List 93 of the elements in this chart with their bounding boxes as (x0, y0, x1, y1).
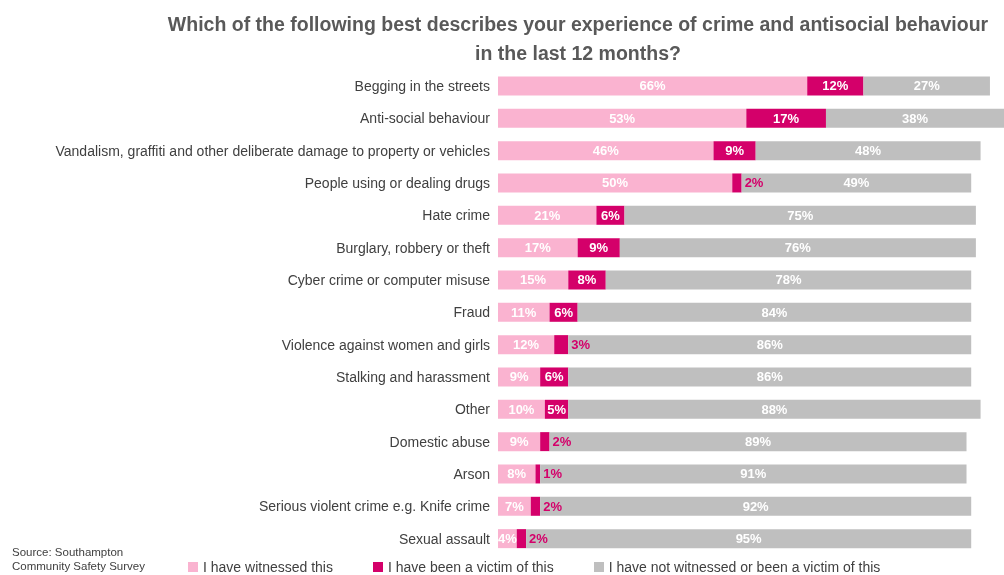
data-label: 2% (543, 498, 563, 514)
y-tick-label: Vandalism, graffiti and other deliberate damage to property or vehicles (55, 142, 490, 159)
data-label: 6% (554, 304, 574, 320)
data-label: 84% (761, 304, 788, 320)
bar (624, 205, 976, 225)
legend-label: I have witnessed this (202, 559, 333, 575)
bar (863, 76, 990, 96)
data-label: 11% (511, 304, 537, 320)
data-label: 89% (745, 434, 772, 450)
bar (516, 529, 527, 549)
y-tick-label: Stalking and harassment (335, 369, 491, 386)
y-tick-label: Sexual assault (398, 530, 491, 547)
bar (554, 335, 569, 355)
bar (498, 205, 597, 225)
y-tick-label: Other (454, 401, 491, 418)
data-label: 92% (742, 498, 770, 514)
y-tick-label: Anti-social behaviour (360, 110, 491, 127)
bar (568, 399, 981, 419)
data-label: 78% (775, 272, 802, 288)
data-label: 3% (571, 337, 591, 353)
data-label: 2% (552, 434, 572, 450)
y-tick-label: Burglary, robbery or theft (336, 239, 491, 256)
data-label: 48% (855, 143, 882, 159)
data-label: 46% (592, 143, 620, 159)
data-label: 21% (534, 207, 561, 223)
bar (825, 108, 1004, 128)
data-label: 7% (505, 498, 525, 514)
data-label: 27% (913, 78, 941, 94)
legend-label: I have not witnessed or been a victim of this (607, 559, 881, 575)
y-tick-label: Domestic abuse (389, 433, 491, 450)
bar (732, 173, 742, 193)
bar (568, 335, 972, 355)
data-label: 2% (529, 531, 549, 547)
bar (498, 76, 808, 96)
legend-label: I have been a victim of this (386, 559, 554, 575)
bar (568, 367, 972, 387)
data-label: 2% (744, 175, 764, 191)
bar (526, 529, 972, 549)
data-label: 88% (761, 401, 788, 417)
bar (540, 464, 967, 484)
data-label: 9% (509, 369, 529, 385)
data-label: 9% (589, 240, 609, 256)
bar (755, 141, 981, 161)
y-tick-label: Serious violent crime e.g. Knife crime (258, 498, 491, 515)
data-label: 91% (740, 466, 767, 482)
bar (549, 432, 967, 452)
data-label: 86% (756, 369, 784, 385)
bar (498, 173, 733, 193)
source-note: Source: Southampton Community Safety Survey (12, 545, 146, 573)
y-tick-label: Begging in the streets (354, 78, 490, 95)
bar (498, 108, 747, 128)
data-label: 50% (602, 175, 629, 191)
bar (746, 108, 826, 128)
chart-title: Which of the following best describes your experience of crime and antisocial behaviour in the last 12 months? (166, 12, 990, 66)
data-label: 9% (509, 434, 529, 450)
bar (605, 270, 972, 290)
data-label: 49% (843, 175, 870, 191)
data-label: 12% (513, 337, 540, 353)
data-label: 76% (784, 240, 812, 256)
data-label: 12% (822, 78, 849, 94)
data-label: 10% (508, 401, 535, 417)
y-tick-label: Arson (453, 466, 490, 483)
data-label: 38% (901, 110, 929, 126)
data-label: 6% (544, 369, 565, 385)
data-label: 15% (520, 272, 547, 288)
data-label: 66% (639, 78, 667, 94)
data-label: 95% (735, 531, 763, 547)
data-label: 4% (497, 531, 518, 547)
bar (577, 302, 972, 322)
y-tick-label: Violence against women and girls (281, 336, 490, 353)
data-label: 53% (609, 110, 636, 126)
data-label: 8% (577, 272, 597, 288)
data-label: 8% (507, 466, 527, 482)
data-label: 1% (543, 466, 563, 482)
data-label: 86% (756, 337, 784, 353)
bar (540, 496, 972, 516)
bar (498, 238, 578, 258)
y-tick-label: Hate crime (422, 207, 491, 224)
bar (619, 238, 976, 258)
data-label: 17% (524, 240, 552, 256)
data-label: 6% (601, 207, 621, 223)
data-label: 5% (547, 401, 567, 417)
bar (535, 464, 541, 484)
y-tick-label: Cyber crime or computer misuse (287, 272, 491, 289)
bar (530, 496, 541, 516)
data-label: 9% (725, 143, 745, 159)
bar (741, 173, 972, 193)
y-tick-label: Fraud (453, 304, 490, 321)
y-tick-label: People using or dealing drugs (304, 175, 490, 192)
data-label: 75% (787, 207, 814, 223)
bar (540, 432, 550, 452)
bar (498, 141, 714, 161)
data-label: 17% (773, 110, 800, 126)
